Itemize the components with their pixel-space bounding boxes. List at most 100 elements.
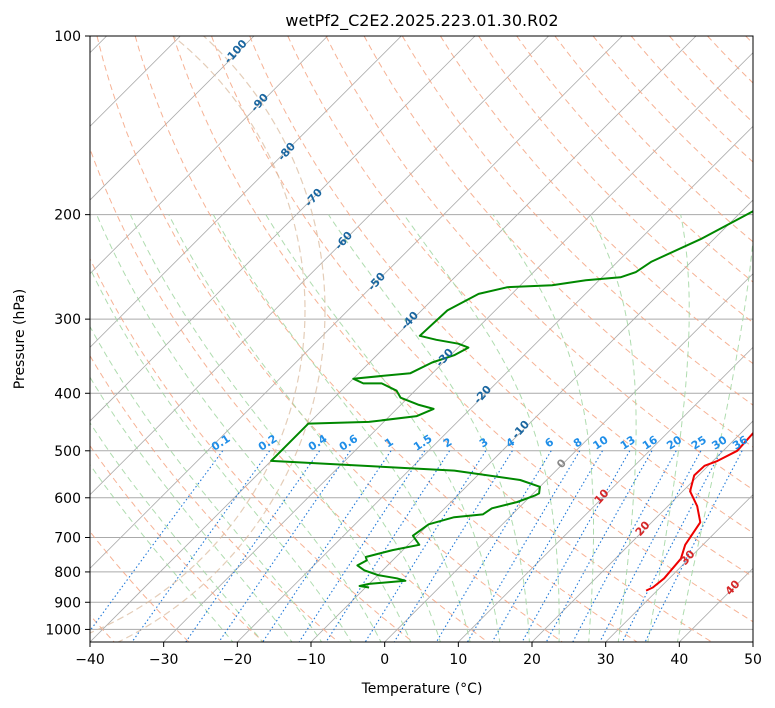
moist-adiabat-line [129, 214, 412, 642]
dry-adiabat-label: 40 [723, 577, 743, 597]
mixing-ratio-label: 6 [543, 435, 557, 450]
moist-adiabat-line [168, 214, 441, 642]
reference-arcs [90, 36, 326, 642]
isotherm-line [458, 346, 753, 642]
dry-adiabat-line [363, 36, 753, 448]
mixing-ratio-line [393, 450, 513, 642]
isotherm-line [310, 199, 753, 642]
x-tick-label: −30 [149, 652, 179, 668]
mixing-ratio-label: 3 [477, 435, 491, 450]
dry-adiabat-line [745, 36, 753, 45]
mixing-ratio-label: 8 [571, 435, 585, 450]
mixing-ratio-label: 2 [441, 435, 455, 450]
dry-adiabat-line [287, 36, 753, 534]
mixing-ratio-line [466, 450, 581, 642]
dry-adiabat-label: -100 [222, 37, 250, 66]
isotherm-line [605, 494, 753, 642]
dry-adiabat-label: -20 [471, 383, 494, 407]
x-tick-label: −20 [223, 652, 253, 668]
dry-adiabat-line [439, 36, 753, 365]
dry-adiabat-line [90, 257, 414, 642]
isotherm-line [531, 420, 753, 642]
isotherm-line [384, 273, 753, 642]
moist-adiabat-line [492, 214, 594, 642]
y-tick-label: 600 [54, 491, 81, 507]
x-tick-label: 10 [449, 652, 467, 668]
mixing-ratio-line [131, 450, 271, 642]
mixing-ratio-label: 20 [664, 433, 684, 452]
dry-adiabat-line [172, 36, 713, 642]
moist-adiabat-line [90, 421, 264, 642]
x-tick-label: −40 [75, 652, 105, 668]
dry-adiabat-label: 0 [554, 456, 569, 471]
isotherm-line [90, 36, 402, 348]
mixing-ratio-line [364, 450, 487, 642]
mixing-ratio-label: 13 [618, 433, 638, 452]
moist-adiabat-line [403, 214, 560, 642]
isotherm-line [237, 125, 753, 642]
dry-adiabat-line [401, 36, 753, 406]
dewpoint-profile-line [270, 210, 753, 589]
reference-arc [116, 36, 326, 642]
dry-adiabat-label: -30 [433, 346, 456, 370]
y-tick-label: 200 [54, 208, 81, 224]
moist-adiabat-line [589, 214, 637, 642]
isotherm-line [752, 641, 753, 642]
y-tick-label: 1000 [45, 622, 81, 638]
y-tick-label: 300 [54, 312, 81, 328]
isotherm-line [679, 567, 753, 642]
mixing-ratio-label: 36 [730, 433, 750, 452]
mixing-ratio-line [599, 450, 702, 642]
moist-adiabat-line [96, 214, 382, 642]
y-tick-label: 900 [54, 595, 81, 611]
dry-adiabat-line [325, 36, 753, 491]
dry-adiabat-line [478, 36, 753, 324]
isotherm-line [90, 36, 549, 496]
mixing-ratio-line [90, 450, 224, 632]
moist-adiabat-line [328, 214, 530, 642]
y-tick-label: 400 [54, 386, 81, 402]
mixing-ratio-lines [90, 450, 743, 642]
moist-adiabat-line [90, 325, 323, 642]
isotherm-line [90, 36, 328, 275]
dry-adiabat-line [90, 444, 265, 642]
reference-arc [90, 36, 306, 634]
plot-frame [89, 35, 754, 643]
mixing-ratio-label: 16 [640, 433, 660, 452]
temperature-profile-line [645, 431, 753, 592]
moist-adiabat-line [647, 214, 690, 642]
y-tick-label: 800 [54, 565, 81, 581]
mixing-ratio-label: 10 [591, 433, 611, 452]
moist-adiabat-line [90, 376, 293, 642]
x-axis-ticks: −40 −30 −20 −10 0 10 20 30 40 50 [75, 642, 762, 668]
dry-adiabat-label: -40 [398, 309, 421, 333]
isotherm-line [90, 36, 255, 201]
mixing-ratio-line [572, 450, 677, 642]
dry-adiabat-line [90, 530, 190, 642]
moist-adiabat-line [90, 267, 352, 642]
isobar-gridlines [90, 36, 753, 630]
isotherm-line [90, 36, 623, 569]
x-tick-label: 20 [523, 652, 541, 668]
skewed-isotherms [90, 36, 753, 642]
moist-adiabats [90, 214, 753, 642]
mixing-ratio-line [262, 450, 392, 642]
mixing-ratio-line [325, 450, 451, 642]
mixing-ratio-label: 30 [709, 433, 729, 452]
mixing-ratio-line [644, 450, 743, 642]
moist-adiabat-line [212, 214, 471, 642]
dry-adiabat-line [211, 36, 753, 623]
isotherm-line [163, 52, 753, 642]
dry-adiabat-line [554, 36, 753, 243]
dry-adiabat-label: -10 [509, 418, 532, 442]
mixing-ratio-label: 25 [689, 433, 709, 452]
moist-adiabat-line [90, 463, 234, 642]
mixing-ratio-label: 1 [382, 435, 396, 450]
isotherm-line [90, 36, 697, 642]
y-axis-label: Pressure (hPa) [12, 289, 28, 389]
dry-adiabat-line [134, 36, 638, 642]
x-axis-label: Temperature (°C) [361, 681, 483, 697]
y-tick-label: 100 [54, 29, 81, 45]
